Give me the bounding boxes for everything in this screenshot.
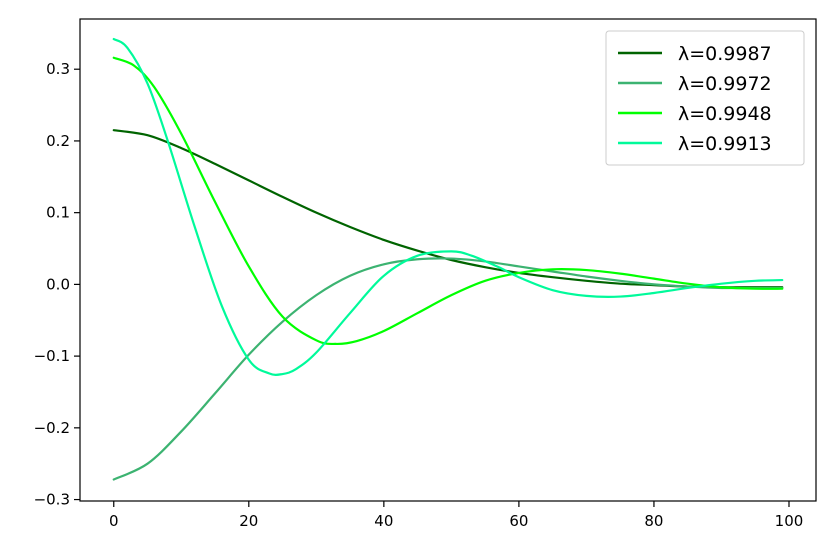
legend-label-2: λ=0.9972 <box>678 73 772 95</box>
plot-area-frame <box>79 18 817 502</box>
legend-label-3: λ=0.9948 <box>678 103 772 125</box>
y-tick-label: 0.0 <box>46 275 70 293</box>
x-tick-label: 20 <box>239 512 258 530</box>
y-tick-label: −0.3 <box>34 491 70 509</box>
legend-label-1: λ=0.9987 <box>678 43 772 65</box>
y-tick-label: 0.2 <box>46 132 70 150</box>
series-line-4 <box>112 37 784 376</box>
y-tick-label: 0.3 <box>46 60 70 78</box>
y-tick-label: −0.1 <box>34 347 70 365</box>
legend-box <box>605 30 805 166</box>
legend-label-4: λ=0.9913 <box>678 133 772 155</box>
x-tick-label: 60 <box>509 512 528 530</box>
legend: λ=0.9987 λ=0.9972 λ=0.9948 λ=0.9913 <box>605 30 805 166</box>
series-layer <box>112 37 784 481</box>
axes-layer: 0 20 40 60 80 100 −0.3 −0.2 −0.1 0.0 0.1 0.2 0.3 <box>34 60 804 530</box>
y-tick-label: 0.1 <box>46 204 70 222</box>
x-tick-label: 0 <box>109 512 119 530</box>
x-tick-label: 80 <box>644 512 663 530</box>
series-line-2 <box>112 257 784 481</box>
series-line-3 <box>112 56 784 346</box>
y-tick-label: −0.2 <box>34 419 70 437</box>
x-tick-label: 40 <box>374 512 393 530</box>
x-tick-label: 100 <box>775 512 804 530</box>
